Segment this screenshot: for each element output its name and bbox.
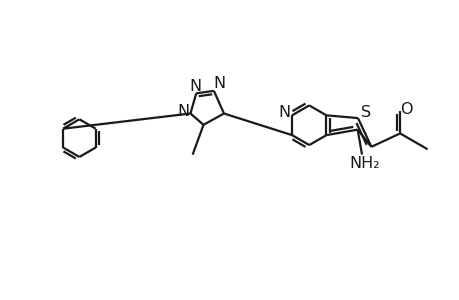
Text: O: O xyxy=(399,102,411,117)
Text: N: N xyxy=(189,79,201,94)
Text: N: N xyxy=(213,76,225,92)
Text: NH₂: NH₂ xyxy=(349,156,380,171)
Text: N: N xyxy=(177,104,189,119)
Text: N: N xyxy=(278,105,290,120)
Text: S: S xyxy=(360,105,370,120)
